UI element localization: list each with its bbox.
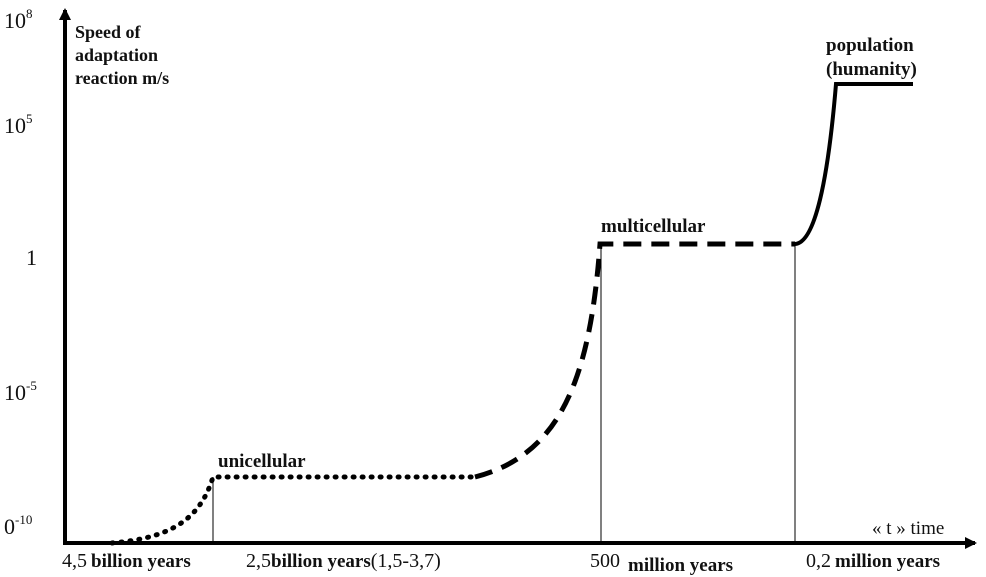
unicellular-label: unicellular <box>218 451 306 472</box>
y-tick-label: 0-10 <box>4 512 32 539</box>
y-axis-title-line-2: adaptation <box>75 45 158 65</box>
x-tick-label: 2,5billion years(1,5-3,7) <box>246 550 441 572</box>
x-tick-label: 500 million years <box>590 550 733 576</box>
unicellular-curve <box>109 474 478 546</box>
multicellular-curve <box>474 241 795 480</box>
x-tick-label: 0,2 million years <box>806 550 940 572</box>
population-curve <box>794 82 913 246</box>
multicellular-label: multicellular <box>601 216 706 237</box>
y-tick-label: 108 <box>4 6 33 33</box>
y-axis-title: Speed of adaptation reaction m/s <box>75 22 169 88</box>
x-axis-title: « t » time <box>872 518 944 539</box>
population-label: population (humanity) <box>826 35 918 80</box>
y-axis-title-line-3: reaction m/s <box>75 68 169 88</box>
y-tick-label: 10-5 <box>4 378 37 405</box>
y-axis-title-line-1: Speed of <box>75 22 142 42</box>
y-tick-label: 1 <box>26 245 37 270</box>
y-tick-label: 105 <box>4 111 33 138</box>
x-tick-label: 4,5 billion years <box>62 550 191 572</box>
